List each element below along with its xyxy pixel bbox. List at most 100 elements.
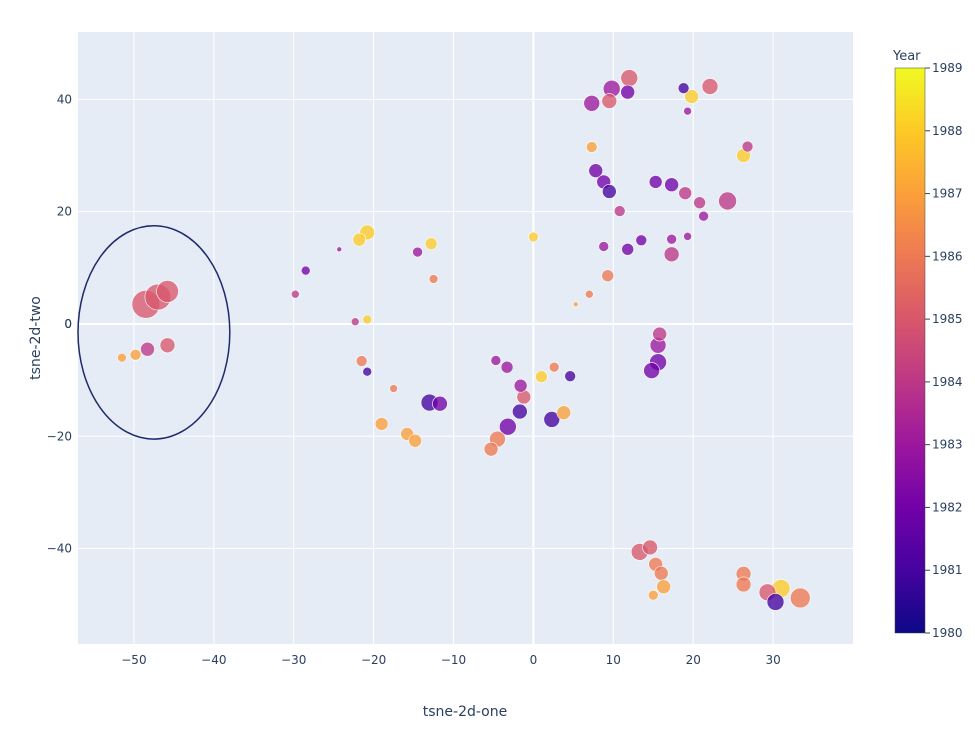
scatter-point <box>647 589 659 601</box>
y-axis-title: tsne-2d-two <box>28 296 44 380</box>
scatter-point <box>601 269 615 282</box>
scatter-point <box>620 84 635 100</box>
scatter-point <box>336 246 343 253</box>
scatter-point <box>291 289 300 299</box>
scatter-point <box>642 539 658 556</box>
scatter-point <box>362 366 373 377</box>
y-tick-label: −20 <box>47 429 72 443</box>
scatter-point <box>428 274 439 284</box>
colorbar-tick-label: 1981 <box>932 563 963 577</box>
scatter-point <box>432 395 448 412</box>
scatter-point <box>424 237 438 250</box>
scatter-point <box>408 433 422 448</box>
colorbar <box>894 67 926 634</box>
x-tick-label: 20 <box>686 653 701 667</box>
x-tick-label: −10 <box>441 653 466 667</box>
y-tick-label: 0 <box>64 317 72 331</box>
scatter-point <box>355 355 368 367</box>
scatter-point <box>483 441 499 457</box>
x-axis-ticks: −50 −40 −30 −20 −10 0 10 20 30 <box>121 653 780 667</box>
colorbar-tick-label: 1988 <box>932 124 963 138</box>
scatter-point <box>693 196 706 209</box>
scatter-point <box>556 405 572 420</box>
scatter-point <box>613 205 626 217</box>
scatter-point <box>663 246 680 263</box>
colorbar-tick-label: 1984 <box>932 375 963 389</box>
scatter-point <box>352 232 367 247</box>
scatter-point <box>350 317 360 327</box>
scatter-point <box>683 106 692 116</box>
scatter-point <box>490 355 502 366</box>
colorbar-ticks: 1980 1981 1982 1983 1984 1985 1986 1987 1988 1989 <box>925 61 963 640</box>
scatter-point <box>412 246 423 258</box>
colorbar-tick-label: 1985 <box>932 312 963 326</box>
scatter-point <box>643 362 660 379</box>
x-tick-label: 0 <box>530 653 538 667</box>
scatter-point <box>741 140 754 153</box>
scatter-point <box>500 360 514 374</box>
scatter-point <box>621 242 634 256</box>
scatter-point <box>588 163 604 178</box>
scatter-point <box>129 349 142 361</box>
scatter-point <box>635 234 648 247</box>
annotation-circle <box>77 224 231 440</box>
colorbar-tick-label: 1989 <box>932 61 963 75</box>
colorbar-tick-label: 1986 <box>932 249 963 263</box>
data-points <box>117 69 811 611</box>
scatter-point <box>389 384 398 393</box>
scatter-point <box>585 289 594 299</box>
scatter-point <box>548 361 560 373</box>
scatter-point <box>601 93 618 109</box>
grid-lines <box>78 32 853 644</box>
scatter-point <box>677 82 690 94</box>
scatter-point <box>602 184 617 199</box>
x-axis-title: tsne-2d-one <box>423 704 507 720</box>
scatter-point <box>652 326 667 342</box>
scatter-point <box>678 186 693 200</box>
y-tick-label: −40 <box>47 542 72 556</box>
x-tick-label: 30 <box>765 653 780 667</box>
colorbar-tick-label: 1983 <box>932 438 963 452</box>
scatter-point <box>683 232 692 241</box>
colorbar-tick-label: 1982 <box>932 500 963 514</box>
x-tick-label: −50 <box>121 653 146 667</box>
colorbar-tick-label: 1987 <box>932 187 963 201</box>
scatter-point <box>156 280 179 303</box>
scatter-point <box>513 378 528 393</box>
scatter-point <box>735 576 752 593</box>
scatter-point <box>140 341 155 357</box>
scatter-point <box>362 314 373 325</box>
colorbar-tick-label: 1980 <box>932 626 963 640</box>
scatter-point <box>117 352 127 363</box>
scatter-point <box>572 301 579 308</box>
scatter-point <box>499 417 517 436</box>
x-tick-label: −20 <box>361 653 386 667</box>
scatter-point <box>701 78 719 95</box>
scatter-point <box>528 231 539 243</box>
scatter-point <box>374 417 389 431</box>
scatter-point <box>789 587 811 609</box>
x-tick-label: −30 <box>281 653 306 667</box>
scatter-point <box>543 411 561 428</box>
scatter-point <box>620 69 639 87</box>
x-tick-label: −40 <box>201 653 226 667</box>
plot-background <box>78 32 853 644</box>
scatter-point <box>664 177 679 193</box>
scatter-point <box>585 141 598 153</box>
scatter-point <box>159 337 176 354</box>
colorbar-title: Year <box>892 49 921 64</box>
scatter-point <box>666 233 677 245</box>
scatter-point <box>653 565 669 581</box>
scatter-point <box>766 593 785 611</box>
scatter-point <box>698 210 709 222</box>
scatter-point <box>535 370 548 384</box>
scatter-point <box>648 175 663 189</box>
scatter-point <box>512 403 528 420</box>
scatter-point <box>656 579 671 595</box>
scatter-point <box>718 191 737 211</box>
scatter-point <box>300 265 311 276</box>
scatter-point <box>583 95 601 112</box>
x-tick-label: 10 <box>606 653 621 667</box>
